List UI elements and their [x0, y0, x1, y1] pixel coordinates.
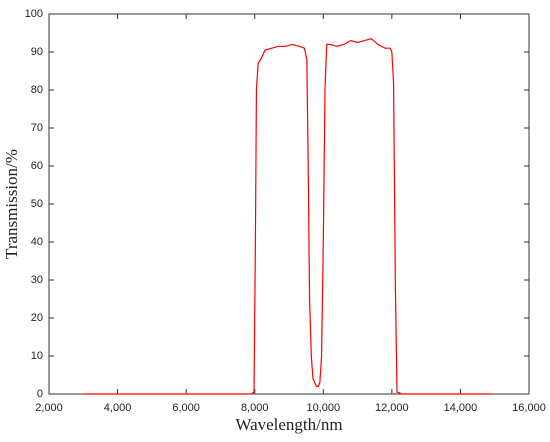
- x-tick-label: 4,000: [104, 402, 132, 414]
- y-tick-label: 10: [31, 350, 43, 362]
- y-tick-label: 60: [31, 160, 43, 172]
- x-tick-label: 2,000: [35, 402, 63, 414]
- y-tick-label: 0: [37, 388, 43, 400]
- y-tick-label: 90: [31, 46, 43, 58]
- x-axis-title: Wavelength/nm: [235, 415, 342, 434]
- y-tick-label: 40: [31, 236, 43, 248]
- x-tick-label: 12,000: [375, 402, 409, 414]
- x-tick-label: 10,000: [306, 402, 340, 414]
- x-tick-label: 16,000: [512, 402, 546, 414]
- y-tick-label: 100: [25, 8, 43, 20]
- y-tick-label: 20: [31, 312, 43, 324]
- y-tick-label: 80: [31, 84, 43, 96]
- x-tick-label: 8,000: [241, 402, 269, 414]
- data-line: [83, 38, 492, 395]
- y-tick-label: 70: [31, 122, 43, 134]
- y-tick-label: 30: [31, 274, 43, 286]
- y-tick-label: 50: [31, 198, 43, 210]
- x-tick-label: 14,000: [444, 402, 478, 414]
- plot-frame: [48, 13, 530, 395]
- x-tick-label: 6,000: [172, 402, 200, 414]
- y-axis-title: Transmission/%: [2, 149, 21, 259]
